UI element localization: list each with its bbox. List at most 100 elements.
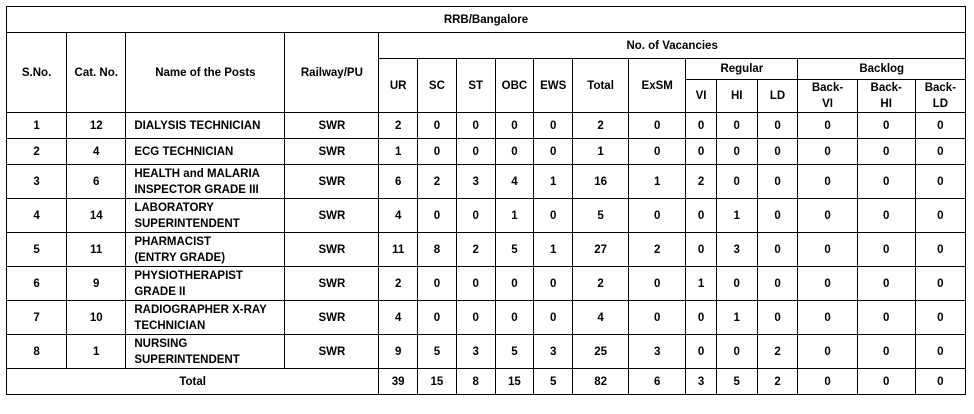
cell-ews: 1 <box>533 164 574 199</box>
cell-post-name: HEALTH and MALARIA INSPECTOR GRADE III <box>125 164 286 199</box>
total-sc: 15 <box>417 368 457 395</box>
cell-st: 0 <box>455 266 496 301</box>
cell-back-vi: 0 <box>797 164 858 199</box>
header-regular: Regular <box>685 58 799 80</box>
post-name-line-1: PHARMACIST <box>134 235 211 248</box>
cell-cat-no: 1 <box>66 334 127 369</box>
cell-sno: 1 <box>5 112 68 139</box>
total-total: 82 <box>572 368 630 395</box>
cell-hi: 0 <box>715 164 758 199</box>
header-post-name: Name of the Posts <box>125 32 286 113</box>
table-row: 1 12 DIALYSIS TECHNICIAN SWR 2 0 0 0 0 2 0 0 0 0 0 0 0 <box>5 112 967 139</box>
cell-post-name: RADIOGRAPHER X-RAY TECHNICIAN <box>125 300 286 335</box>
cell-exsm: 0 <box>628 198 687 233</box>
cell-back-vi: 0 <box>797 232 858 267</box>
cell-back-ld: 0 <box>914 164 967 199</box>
cell-sno: 3 <box>5 164 68 199</box>
cell-sc: 8 <box>417 232 457 267</box>
table-row: 3 6 HEALTH and MALARIA INSPECTOR GRADE III S… <box>5 164 967 199</box>
post-name-line-1: RADIOGRAPHER X-RAY <box>134 303 267 316</box>
cell-vi: 2 <box>685 164 717 199</box>
cell-cat-no: 9 <box>66 266 127 301</box>
cell-hi: 1 <box>715 300 758 335</box>
header-railway: Railway/PU <box>284 32 380 113</box>
cell-vi: 0 <box>685 138 717 165</box>
post-name-line-1: PHYSIOTHERAPIST <box>134 269 243 282</box>
cell-vi: 0 <box>685 300 717 335</box>
cell-ld: 0 <box>756 164 799 199</box>
header-vi: VI <box>685 79 717 113</box>
cell-sc: 0 <box>417 266 457 301</box>
header-ews: EWS <box>533 58 574 113</box>
header-vacancies: No. of Vacancies <box>378 32 966 59</box>
cell-post-name: DIALYSIS TECHNICIAN <box>125 112 286 139</box>
cell-ews: 1 <box>533 232 574 267</box>
cell-cat-no: 6 <box>66 164 127 199</box>
header-ur: UR <box>378 58 419 113</box>
cell-ews: 3 <box>533 334 574 369</box>
cell-total: 4 <box>572 300 630 335</box>
cell-sc: 5 <box>417 334 457 369</box>
cell-total: 16 <box>572 164 630 199</box>
cell-ur: 4 <box>378 198 419 233</box>
cell-back-vi: 0 <box>797 112 858 139</box>
cell-railway: SWR <box>284 164 380 199</box>
cell-obc: 0 <box>494 300 535 335</box>
cell-cat-no: 11 <box>66 232 127 267</box>
total-vi: 3 <box>685 368 717 395</box>
cell-ld: 0 <box>756 112 799 139</box>
total-hi: 5 <box>715 368 758 395</box>
table-row: 7 10 RADIOGRAPHER X-RAY TECHNICIAN SWR 4 0 0 0 0 4… <box>5 300 967 335</box>
post-name-line-2: INSPECTOR GRADE III <box>134 183 259 196</box>
cell-back-hi: 0 <box>856 266 916 301</box>
cell-back-hi: 0 <box>856 198 916 233</box>
post-name-line-2: GRADE II <box>134 285 186 298</box>
cell-post-name: NURSING SUPERINTENDENT <box>125 334 286 369</box>
cell-sc: 2 <box>417 164 457 199</box>
cell-back-hi: 0 <box>856 334 916 369</box>
cell-st: 0 <box>455 198 496 233</box>
table-title: RRB/Bangalore <box>6 6 966 33</box>
cell-ews: 0 <box>533 138 574 165</box>
header-ld: LD <box>756 79 799 113</box>
cell-railway: SWR <box>284 112 380 139</box>
total-ur: 39 <box>378 368 419 395</box>
cell-sc: 0 <box>417 138 457 165</box>
post-name-line-1: LABORATORY <box>134 201 214 214</box>
cell-back-ld: 0 <box>914 334 967 369</box>
post-name-line-2: TECHNICIAN <box>134 319 206 332</box>
cell-sno: 4 <box>5 198 68 233</box>
header-backlog: Backlog <box>797 58 966 80</box>
cell-back-hi: 0 <box>856 164 916 199</box>
header-hi: HI <box>715 79 758 113</box>
cell-sc: 0 <box>417 198 457 233</box>
cell-back-ld: 0 <box>914 112 967 139</box>
cell-total: 2 <box>572 266 630 301</box>
cell-back-vi: 0 <box>797 266 858 301</box>
cell-st: 2 <box>455 232 496 267</box>
cell-back-hi: 0 <box>856 138 916 165</box>
cell-cat-no: 14 <box>66 198 127 233</box>
total-exsm: 6 <box>628 368 687 395</box>
total-back-vi: 0 <box>797 368 858 395</box>
cell-vi: 0 <box>685 112 717 139</box>
cell-hi: 3 <box>715 232 758 267</box>
cell-exsm: 0 <box>628 300 687 335</box>
header-cat-no: Cat. No. <box>66 32 127 113</box>
post-name-line-1: NURSING <box>134 337 188 350</box>
cell-hi: 0 <box>715 138 758 165</box>
cell-ld: 0 <box>756 198 799 233</box>
cell-back-ld: 0 <box>914 300 967 335</box>
cell-back-vi: 0 <box>797 334 858 369</box>
cell-cat-no: 10 <box>66 300 127 335</box>
cell-ld: 0 <box>756 138 799 165</box>
cell-back-vi: 0 <box>797 198 858 233</box>
post-name-line-1: DIALYSIS TECHNICIAN <box>134 119 261 132</box>
cell-ur: 2 <box>378 266 419 301</box>
cell-exsm: 0 <box>628 266 687 301</box>
header-sno: S.No. <box>5 32 68 113</box>
cell-st: 3 <box>455 334 496 369</box>
cell-obc: 0 <box>494 138 535 165</box>
table-row: 2 4 ECG TECHNICIAN SWR 1 0 0 0 0 1 0 0 0 0 0 0 0 <box>5 138 967 165</box>
cell-exsm: 1 <box>628 164 687 199</box>
